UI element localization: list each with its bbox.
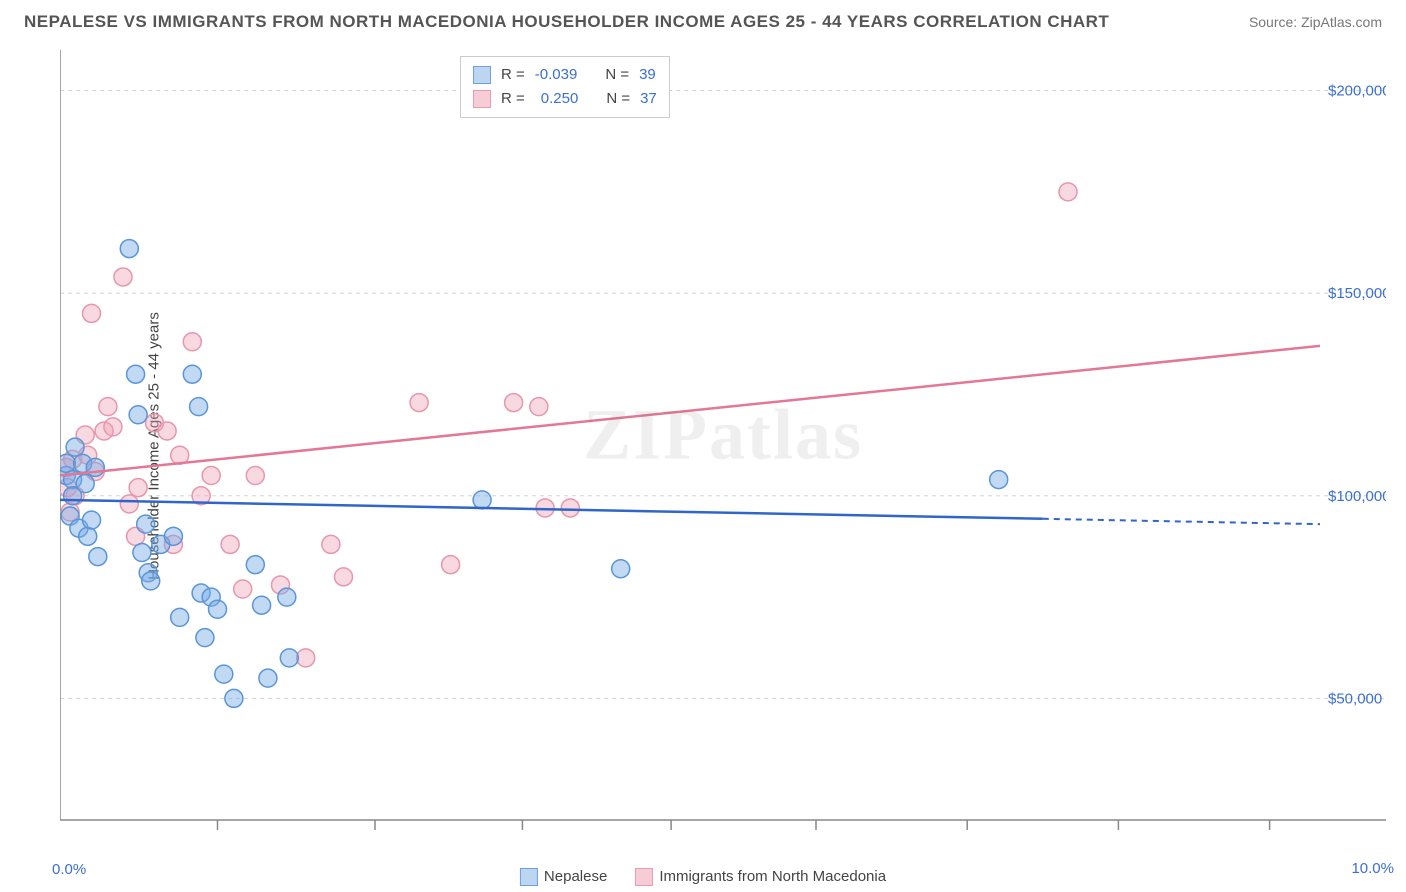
stats-legend: R = -0.039 N = 39 R = 0.250 N = 37 — [460, 56, 670, 118]
n-value-blue: 39 — [639, 63, 656, 87]
stats-row-blue: R = -0.039 N = 39 — [473, 63, 657, 87]
svg-text:$150,000: $150,000 — [1328, 285, 1386, 302]
r-label: R = — [501, 87, 525, 111]
legend-item-pink: Immigrants from North Macedonia — [635, 868, 886, 886]
n-value-pink: 37 — [640, 87, 657, 111]
r-label: R = — [501, 63, 525, 87]
svg-text:$100,000: $100,000 — [1328, 488, 1386, 505]
trendlines — [60, 346, 1320, 524]
chart-title: NEPALESE VS IMMIGRANTS FROM NORTH MACEDO… — [24, 12, 1109, 32]
legend-label-pink: Immigrants from North Macedonia — [659, 868, 886, 885]
source-prefix: Source: — [1249, 14, 1301, 30]
r-value-blue: -0.039 — [535, 63, 578, 87]
source-link[interactable]: ZipAtlas.com — [1301, 14, 1382, 30]
scatter-plot: $50,000 $100,000 $150,000 $200,000 — [60, 50, 1386, 852]
source-attribution: Source: ZipAtlas.com — [1249, 14, 1382, 30]
svg-text:$200,000: $200,000 — [1328, 83, 1386, 100]
stats-row-pink: R = 0.250 N = 37 — [473, 87, 657, 111]
swatch-blue-icon — [473, 66, 491, 84]
n-label: N = — [606, 87, 630, 111]
r-value-pink: 0.250 — [541, 87, 579, 111]
swatch-pink-icon — [635, 868, 653, 886]
swatch-blue-icon — [520, 868, 538, 886]
series-legend: Nepalese Immigrants from North Macedonia — [520, 868, 886, 886]
legend-label-blue: Nepalese — [544, 868, 607, 885]
x-tick-min: 0.0% — [52, 861, 86, 878]
swatch-pink-icon — [473, 90, 491, 108]
svg-text:$50,000: $50,000 — [1328, 690, 1382, 707]
chart-area: $50,000$100,000$150,000$200,000 ZIPatlas… — [60, 50, 1386, 852]
x-tick-max: 10.0% — [1351, 860, 1394, 878]
legend-item-blue: Nepalese — [520, 868, 607, 886]
n-label: N = — [605, 63, 629, 87]
